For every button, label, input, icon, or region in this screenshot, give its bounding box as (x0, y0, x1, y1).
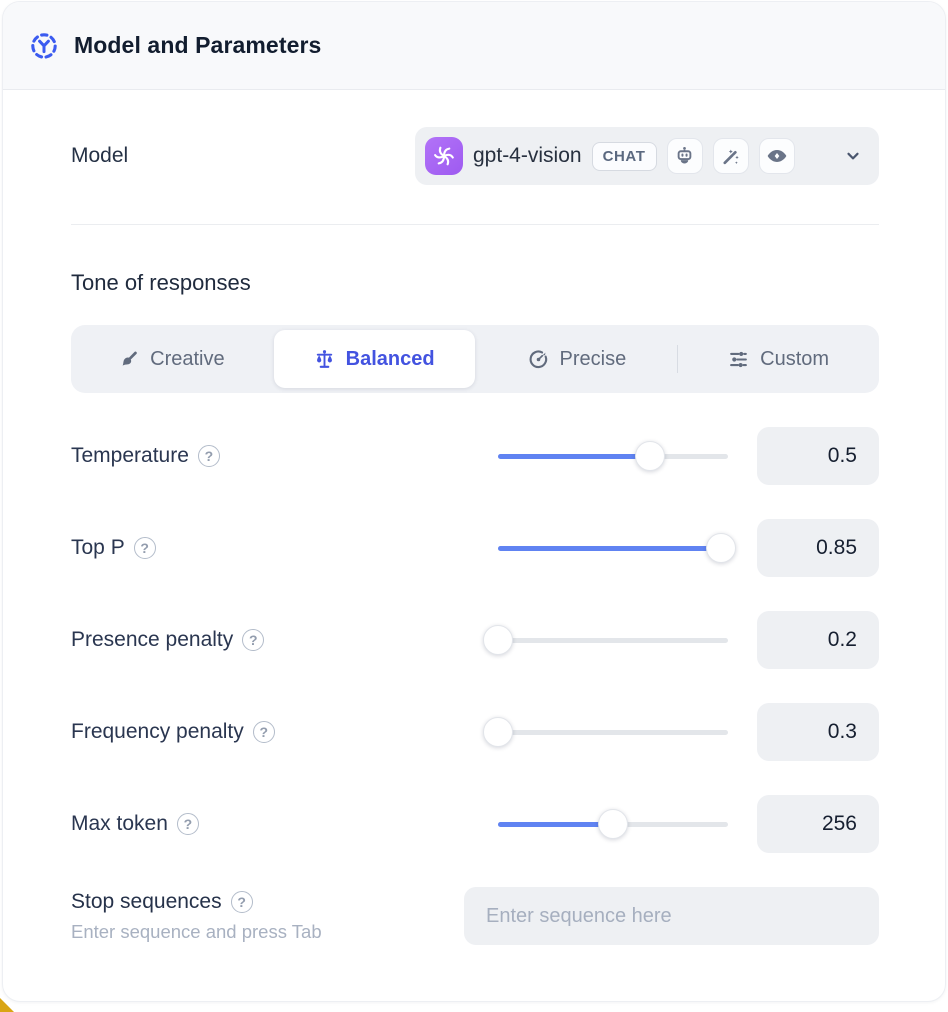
parameter-value-box[interactable]: 0.85 (757, 519, 879, 577)
slider-thumb[interactable] (483, 625, 513, 655)
parameter-slider[interactable] (483, 625, 728, 655)
parameter-label-wrap: Presence penalty ? (71, 628, 469, 652)
parameter-row-max-token: Max token ? 256 (71, 795, 879, 853)
parameter-row-temperature: Temperature ? 0.5 (71, 427, 879, 485)
slider-thumb[interactable] (598, 809, 628, 839)
parameter-label: Presence penalty (71, 628, 234, 651)
tab-label: Custom (760, 347, 830, 370)
tab-precise[interactable]: Precise (477, 325, 678, 393)
robot-icon (666, 138, 703, 174)
parameter-value: 256 (821, 812, 857, 835)
panel-body: Model (3, 127, 945, 1001)
model-label: Model (71, 144, 129, 167)
chat-type-badge: CHAT (591, 141, 657, 171)
parameter-row-presence-penalty: Presence penalty ? 0.2 (71, 611, 879, 669)
parameter-row-top-p: Top P ? 0.85 (71, 519, 879, 577)
scales-icon (314, 349, 335, 370)
help-icon[interactable]: ? (230, 890, 253, 913)
parameter-label-wrap: Max token ? (71, 812, 469, 836)
stop-sequences-hint: Enter sequence and press Tab (71, 920, 322, 942)
help-icon[interactable]: ? (197, 445, 220, 467)
openai-logo-icon (425, 137, 463, 175)
dashed-circle-model-icon (29, 31, 59, 61)
slider-track[interactable] (498, 729, 728, 735)
parameter-label: Top P (71, 536, 125, 559)
tone-heading: Tone of responses (71, 270, 251, 295)
model-select-dropdown[interactable]: gpt-4-vision CHAT (415, 127, 879, 185)
help-icon[interactable]: ? (242, 629, 265, 651)
parameter-value: 0.3 (827, 720, 857, 743)
slider-track[interactable] (498, 453, 728, 459)
help-icon[interactable]: ? (133, 537, 156, 559)
tab-balanced[interactable]: Balanced (273, 330, 475, 388)
parameters-section: Temperature ? 0.5 Top P ? 0.85 (71, 427, 879, 853)
slider-thumb[interactable] (483, 717, 513, 747)
stop-sequences-label-block: Stop sequences ? Enter sequence and pres… (71, 890, 464, 943)
corner-accent-shape (0, 998, 14, 1012)
parameter-label-wrap: Frequency penalty ? (71, 720, 469, 744)
selected-model-name: gpt-4-vision (473, 144, 582, 167)
tab-custom[interactable]: Custom (678, 325, 879, 393)
tab-creative[interactable]: Creative (71, 325, 272, 393)
parameter-label-wrap: Temperature ? (71, 444, 469, 468)
stop-sequence-input[interactable] (464, 887, 879, 945)
stop-sequences-label: Stop sequences (71, 889, 222, 913)
slider-fill (498, 821, 613, 827)
chevron-down-icon (843, 146, 863, 166)
parameter-slider[interactable] (498, 441, 728, 471)
vision-eye-icon (758, 138, 795, 174)
parameter-slider[interactable] (483, 717, 728, 747)
slider-track[interactable] (498, 545, 728, 551)
tab-divider (677, 345, 679, 373)
slider-fill (498, 545, 722, 551)
slider-track[interactable] (498, 637, 728, 643)
parameter-value-box[interactable]: 0.3 (757, 703, 879, 761)
parameter-row-frequency-penalty: Frequency penalty ? 0.3 (71, 703, 879, 761)
slider-fill (498, 453, 650, 459)
help-icon[interactable]: ? (252, 721, 275, 743)
tab-label: Balanced (345, 347, 435, 370)
parameter-value-box[interactable]: 256 (757, 795, 879, 853)
page-title: Model and Parameters (74, 32, 322, 58)
section-divider (71, 224, 879, 225)
slider-thumb[interactable] (634, 441, 665, 471)
model-row: Model (71, 127, 879, 185)
tone-tab-group: Creative Balanced (71, 325, 879, 393)
parameter-label: Frequency penalty (71, 720, 244, 743)
stop-sequences-row: Stop sequences ? Enter sequence and pres… (71, 887, 879, 1001)
tab-label: Creative (150, 347, 225, 370)
sliders-icon (728, 349, 749, 370)
parameter-label: Max token (71, 812, 168, 835)
parameter-label-wrap: Top P ? (71, 536, 469, 560)
parameter-value: 0.5 (827, 444, 857, 467)
parameter-value-box[interactable]: 0.5 (757, 427, 879, 485)
parameter-value: 0.85 (816, 536, 857, 559)
parameter-label: Temperature (71, 444, 189, 467)
paintbrush-icon (118, 349, 139, 370)
parameter-slider[interactable] (498, 809, 728, 839)
parameter-slider[interactable] (498, 533, 737, 563)
magic-wand-icon (712, 138, 749, 174)
parameter-value: 0.2 (827, 628, 857, 651)
panel-header: Model and Parameters (3, 2, 945, 90)
help-icon[interactable]: ? (176, 813, 199, 835)
parameter-value-box[interactable]: 0.2 (757, 611, 879, 669)
slider-thumb[interactable] (706, 533, 737, 563)
tab-label: Precise (559, 347, 627, 370)
target-icon (528, 349, 549, 370)
